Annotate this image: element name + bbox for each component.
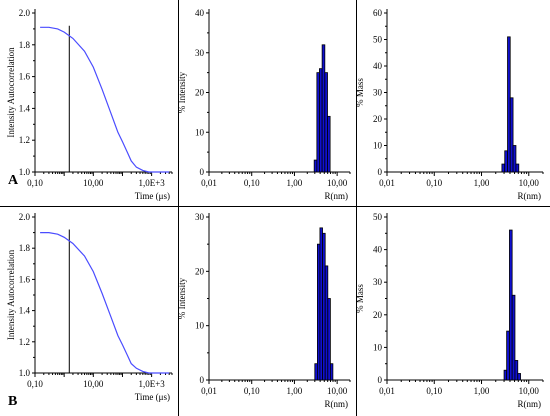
- y-tick-label: 10: [195, 321, 205, 331]
- histogram-bar: [501, 163, 506, 173]
- y-axis-title: % Mass: [355, 284, 365, 313]
- histogram-bar: [319, 68, 323, 173]
- y-axis-title: Intensity Autocorrelation: [6, 47, 16, 138]
- y-tick-label: 10: [373, 342, 383, 352]
- autocorrelation-curve: [40, 26, 170, 173]
- x-axis-title: Time (μs): [135, 191, 170, 201]
- y-axis-title: % Intensity: [177, 277, 187, 319]
- y-tick-label: 1.8: [19, 243, 31, 253]
- y-axis-title: % Mass: [355, 78, 365, 107]
- x-axis-title: R(nm): [325, 399, 349, 409]
- y-tick-label: 1.8: [19, 40, 31, 50]
- x-tick-label: 1,0E+3: [138, 178, 165, 188]
- histogram-bar: [329, 363, 334, 381]
- x-tick-label: 1,00: [474, 386, 490, 396]
- histogram-bar: [511, 294, 516, 381]
- histogram-bar: [515, 163, 520, 173]
- y-axis-title: Intensity Autocorrelation: [6, 249, 16, 340]
- y-tick-label: 10: [373, 141, 383, 151]
- chart-A-mass: 0 10 20 30 40 50 60 0,01 0,10 1,00 10,00 R(nm) % Mas…: [355, 8, 544, 201]
- y-tick-label: 30: [195, 48, 205, 58]
- x-tick-label: 0,10: [244, 178, 260, 188]
- histogram-bar: [324, 72, 328, 173]
- y-tick-label: 0: [378, 167, 383, 177]
- y-tick-label: 1.2: [19, 135, 30, 145]
- y-tick-label: 1.6: [19, 274, 31, 284]
- y-tick-label: 2.0: [19, 212, 31, 222]
- y-tick-label: 1.2: [19, 337, 30, 347]
- y-tick-label: 1.0: [19, 167, 31, 177]
- x-tick-label: 10,00: [519, 178, 540, 188]
- x-tick-label: 0,10: [426, 386, 442, 396]
- y-tick-label: 1.6: [19, 72, 31, 82]
- y-tick-label: 20: [195, 88, 205, 98]
- y-tick-label: 30: [373, 277, 383, 287]
- y-tick-label: 40: [373, 61, 383, 71]
- y-tick-label: 30: [195, 212, 205, 222]
- y-tick-label: 0: [200, 375, 205, 385]
- x-tick-label: 1,00: [287, 178, 303, 188]
- x-tick-label: 1,00: [287, 386, 303, 396]
- y-tick-label: 1.0: [19, 368, 31, 378]
- y-axis-title: % Intensity: [177, 71, 187, 113]
- y-tick-label: 0: [378, 375, 383, 385]
- histogram-bar: [506, 330, 510, 381]
- y-tick-label: 40: [373, 245, 383, 255]
- x-tick-label: 0,01: [201, 386, 217, 396]
- plots: 1.0 1.2 1.4 1.6 1.8 2.0 0,10 10,00 1,0E+3 Time (μ…: [6, 8, 544, 409]
- x-tick-label: 10,00: [83, 178, 104, 188]
- x-axis-title: R(nm): [325, 191, 349, 201]
- x-tick-label: 0,01: [201, 178, 217, 188]
- histogram-bar: [504, 150, 508, 173]
- y-tick-label: 1.4: [19, 306, 31, 316]
- y-tick-label: 2.0: [19, 8, 31, 18]
- x-tick-label: 0,01: [379, 178, 395, 188]
- chart-B-autocorrelation: 1.0 1.2 1.4 1.6 1.8 2.0 0,10 10,00 1,0E+3 Time (μ…: [6, 212, 173, 409]
- x-tick-label: 0,10: [27, 379, 43, 389]
- histogram-bar: [512, 145, 517, 173]
- histogram-bar: [509, 229, 513, 381]
- x-axis-title: R(nm): [518, 399, 542, 409]
- x-tick-label: 10,00: [327, 178, 348, 188]
- histogram-bar: [514, 360, 519, 381]
- x-tick-label: 1,0E+3: [138, 379, 165, 389]
- histogram-bar: [327, 115, 331, 173]
- histogram-bar: [517, 373, 521, 381]
- chart-B-intensity: 0 10 20 30 0,01 0,10 1,00 10,00 R(nm) % Intensity: [177, 212, 351, 409]
- y-tick-label: 40: [195, 8, 205, 18]
- y-tick-label: 50: [373, 35, 383, 45]
- x-axis-title: R(nm): [518, 191, 542, 201]
- histogram-bar: [321, 44, 326, 173]
- histogram-bar: [313, 159, 318, 173]
- x-tick-label: 1,00: [474, 178, 490, 188]
- x-axis-title: Time (μs): [135, 392, 170, 402]
- row-label: A: [8, 173, 19, 188]
- y-tick-label: 30: [373, 88, 383, 98]
- y-tick-label: 20: [195, 266, 205, 276]
- x-tick-label: 10,00: [519, 386, 540, 396]
- autocorrelation-curve: [40, 232, 170, 374]
- x-tick-label: 10,00: [327, 386, 348, 396]
- y-tick-label: 10: [195, 127, 205, 137]
- y-tick-label: 50: [373, 212, 383, 222]
- x-tick-label: 0,10: [27, 178, 43, 188]
- x-tick-label: 0,10: [244, 386, 260, 396]
- y-tick-label: 1.4: [19, 103, 31, 113]
- chart-A-autocorrelation: 1.0 1.2 1.4 1.6 1.8 2.0 0,10 10,00 1,0E+3 Time (μ…: [6, 8, 173, 201]
- x-tick-label: 0,01: [379, 386, 395, 396]
- x-tick-label: 10,00: [83, 379, 104, 389]
- histogram-bar: [327, 298, 331, 381]
- row-label: B: [8, 394, 17, 409]
- x-tick-label: 0,10: [426, 178, 442, 188]
- y-tick-label: 0: [200, 167, 205, 177]
- chart-A-intensity: 0 10 20 30 40 0,01 0,10 1,00 10,00 R(nm) % Intensi…: [177, 8, 351, 201]
- histogram-bar: [509, 97, 514, 173]
- y-tick-label: 20: [373, 114, 383, 124]
- y-tick-label: 20: [373, 310, 383, 320]
- y-tick-label: 60: [373, 8, 383, 18]
- chart-B-mass: 0 10 20 30 40 50 0,01 0,10 1,00 10,00 R(nm) % Mass: [355, 212, 544, 409]
- histogram-bar: [507, 36, 511, 173]
